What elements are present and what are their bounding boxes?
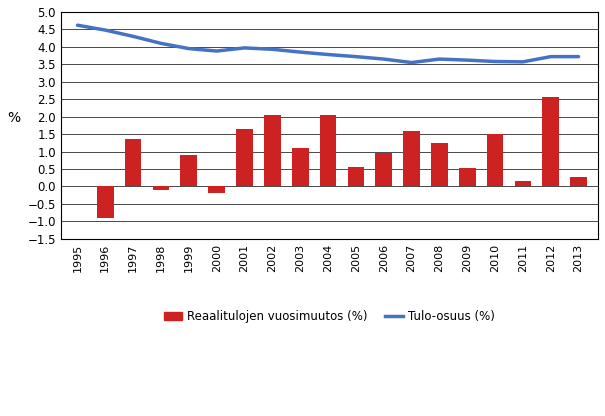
Bar xyxy=(236,129,253,186)
Bar xyxy=(292,148,309,186)
Bar xyxy=(97,186,114,218)
Bar xyxy=(125,139,142,186)
Bar xyxy=(152,186,169,190)
Legend: Reaalitulojen vuosimuutos (%), Tulo-osuus (%): Reaalitulojen vuosimuutos (%), Tulo-osuu… xyxy=(160,306,499,328)
Bar xyxy=(459,168,476,186)
Bar xyxy=(571,177,587,186)
Bar xyxy=(264,115,281,186)
Y-axis label: %: % xyxy=(7,111,20,125)
Bar xyxy=(347,167,364,186)
Bar xyxy=(208,186,225,193)
Bar xyxy=(403,131,420,186)
Bar xyxy=(375,154,392,186)
Bar xyxy=(319,115,336,186)
Bar xyxy=(180,155,197,186)
Bar xyxy=(431,143,448,186)
Bar xyxy=(486,134,503,186)
Bar xyxy=(542,97,559,186)
Bar xyxy=(514,181,531,186)
